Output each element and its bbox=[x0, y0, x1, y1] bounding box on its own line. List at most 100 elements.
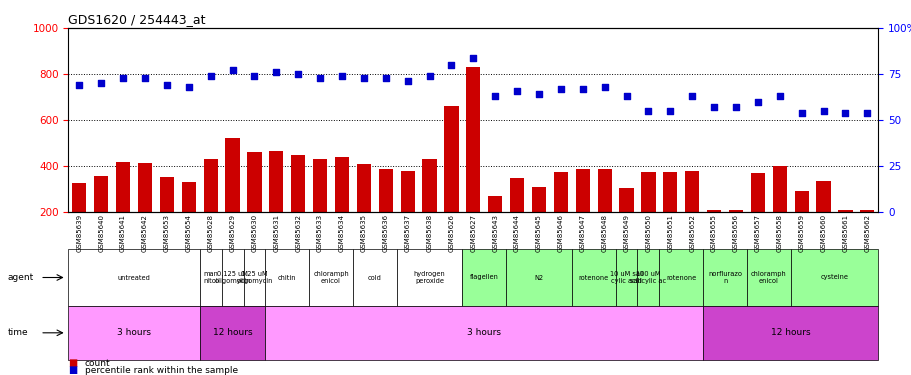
Bar bbox=[378, 169, 393, 258]
Text: GSM85647: GSM85647 bbox=[579, 214, 585, 252]
Text: agent: agent bbox=[7, 273, 34, 282]
Text: GSM85635: GSM85635 bbox=[361, 214, 366, 252]
Point bbox=[72, 82, 87, 88]
Text: GSM85633: GSM85633 bbox=[317, 214, 322, 252]
Text: GSM85642: GSM85642 bbox=[142, 214, 148, 252]
Point bbox=[400, 78, 415, 84]
Point bbox=[487, 93, 502, 99]
Text: 3 hours: 3 hours bbox=[117, 328, 151, 338]
Text: GSM85650: GSM85650 bbox=[645, 214, 650, 252]
Text: GDS1620 / 254443_at: GDS1620 / 254443_at bbox=[68, 13, 206, 26]
Point bbox=[859, 110, 874, 116]
Bar bbox=[619, 188, 633, 258]
Text: GSM85627: GSM85627 bbox=[470, 214, 476, 252]
Point bbox=[466, 54, 480, 60]
Text: time: time bbox=[7, 328, 28, 338]
Text: 12 hours: 12 hours bbox=[212, 328, 252, 338]
Bar bbox=[312, 159, 327, 258]
Text: chitin: chitin bbox=[278, 274, 296, 280]
Bar bbox=[138, 163, 152, 258]
Point bbox=[640, 108, 655, 114]
Text: GSM85658: GSM85658 bbox=[776, 214, 782, 252]
Text: cysteine: cysteine bbox=[820, 274, 847, 280]
Point bbox=[94, 80, 108, 86]
Text: GSM85632: GSM85632 bbox=[295, 214, 301, 252]
Text: GSM85639: GSM85639 bbox=[77, 214, 82, 252]
Text: GSM85638: GSM85638 bbox=[426, 214, 432, 252]
Text: GSM85630: GSM85630 bbox=[251, 214, 257, 252]
Point bbox=[509, 88, 524, 94]
Bar bbox=[553, 172, 568, 258]
Text: GSM85629: GSM85629 bbox=[230, 214, 235, 252]
Text: chloramph
enicol: chloramph enicol bbox=[750, 271, 786, 284]
Bar bbox=[597, 169, 611, 258]
Text: 1.25 uM
oligomycin: 1.25 uM oligomycin bbox=[236, 271, 272, 284]
Point bbox=[662, 108, 677, 114]
Point bbox=[444, 62, 458, 68]
Bar bbox=[640, 172, 655, 258]
Point bbox=[181, 84, 196, 90]
Bar bbox=[116, 162, 130, 258]
Bar bbox=[531, 187, 546, 258]
Bar bbox=[859, 210, 874, 258]
Bar bbox=[247, 152, 261, 258]
Text: 12 hours: 12 hours bbox=[770, 328, 810, 338]
Point bbox=[837, 110, 852, 116]
Bar bbox=[837, 210, 852, 258]
Point bbox=[575, 86, 589, 92]
Point bbox=[247, 73, 261, 79]
Bar bbox=[291, 155, 305, 258]
Text: GSM85659: GSM85659 bbox=[798, 214, 804, 252]
Point bbox=[684, 93, 699, 99]
Bar bbox=[444, 106, 458, 258]
Bar bbox=[575, 170, 589, 258]
Point bbox=[553, 86, 568, 92]
Bar bbox=[269, 151, 283, 258]
Point bbox=[203, 73, 218, 79]
Text: GSM85626: GSM85626 bbox=[448, 214, 454, 252]
Bar bbox=[356, 164, 371, 258]
Point bbox=[750, 99, 764, 105]
Text: GSM85644: GSM85644 bbox=[514, 214, 519, 252]
Point bbox=[291, 71, 305, 77]
Bar bbox=[662, 172, 677, 258]
Text: hydrogen
peroxide: hydrogen peroxide bbox=[414, 271, 445, 284]
Bar bbox=[334, 158, 349, 258]
Text: GSM85654: GSM85654 bbox=[186, 214, 191, 252]
Text: percentile rank within the sample: percentile rank within the sample bbox=[85, 366, 238, 375]
Text: rotenone: rotenone bbox=[665, 274, 696, 280]
Point bbox=[269, 69, 283, 75]
Text: GSM85631: GSM85631 bbox=[273, 214, 279, 252]
Bar bbox=[487, 196, 502, 258]
Text: N2: N2 bbox=[534, 274, 543, 280]
Text: cold: cold bbox=[367, 274, 382, 280]
Point bbox=[815, 108, 830, 114]
Text: untreated: untreated bbox=[118, 274, 150, 280]
Text: man
nitol: man nitol bbox=[203, 271, 218, 284]
Text: ■: ■ bbox=[68, 364, 77, 375]
Text: GSM85655: GSM85655 bbox=[711, 214, 716, 252]
Bar bbox=[750, 173, 764, 258]
Point bbox=[619, 93, 633, 99]
Text: GSM85657: GSM85657 bbox=[754, 214, 760, 252]
Text: GSM85640: GSM85640 bbox=[98, 214, 104, 252]
Bar bbox=[72, 183, 87, 258]
Bar bbox=[94, 176, 108, 258]
Bar bbox=[400, 171, 415, 258]
Text: count: count bbox=[85, 359, 110, 368]
Bar bbox=[684, 171, 699, 258]
Text: GSM85648: GSM85648 bbox=[601, 214, 607, 252]
Text: flagellen: flagellen bbox=[469, 274, 498, 280]
Bar bbox=[422, 159, 436, 258]
Text: 10 uM sali
cylic acid: 10 uM sali cylic acid bbox=[609, 271, 643, 284]
Text: 100 uM
salicylic ac: 100 uM salicylic ac bbox=[630, 271, 666, 284]
Text: GSM85646: GSM85646 bbox=[558, 214, 563, 252]
Text: GSM85662: GSM85662 bbox=[864, 214, 869, 252]
Text: GSM85656: GSM85656 bbox=[732, 214, 738, 252]
Bar bbox=[706, 210, 721, 258]
Text: GSM85661: GSM85661 bbox=[842, 214, 847, 252]
Text: GSM85636: GSM85636 bbox=[383, 214, 388, 252]
Point bbox=[116, 75, 130, 81]
Text: GSM85652: GSM85652 bbox=[689, 214, 694, 252]
Point bbox=[597, 84, 611, 90]
